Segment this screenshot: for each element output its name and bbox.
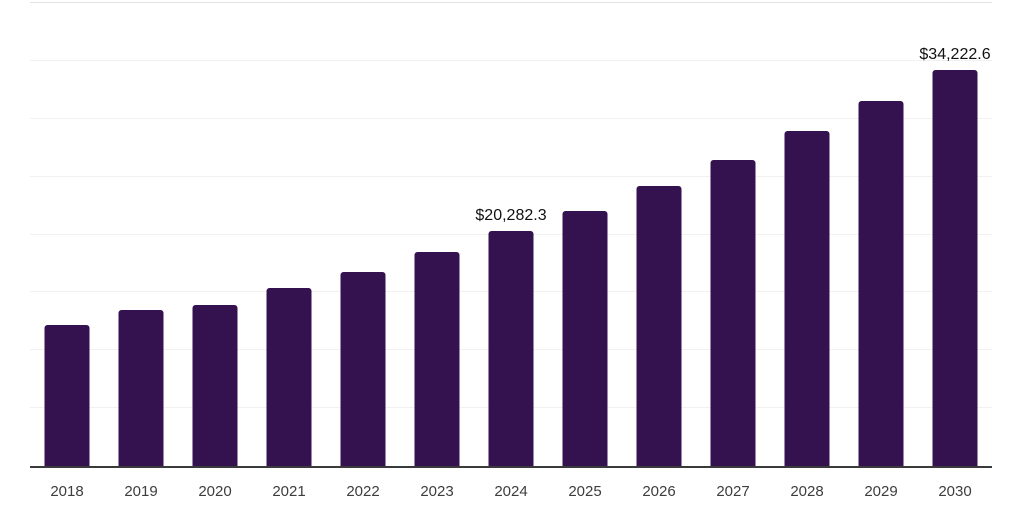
- x-axis-label-2024: 2024: [494, 483, 528, 500]
- bar-2020: [192, 305, 238, 466]
- x-axis-label-2026: 2026: [642, 483, 676, 500]
- bar-2025: [562, 211, 608, 466]
- plot-area: $20,282.3 $34,222.6: [30, 2, 992, 468]
- gridline-35000: [30, 59, 992, 61]
- bar-2024: [488, 231, 534, 466]
- bar-2029: [858, 101, 904, 466]
- x-axis-label-2021: 2021: [272, 483, 306, 500]
- bar-value-label-2030: $34,222.6: [919, 45, 991, 63]
- x-axis-label-2029: 2029: [864, 483, 898, 500]
- bar-2018: [44, 325, 90, 466]
- x-axis-label-2028: 2028: [790, 483, 824, 500]
- bar-2028: [784, 131, 830, 466]
- bar-2030: [932, 69, 978, 466]
- bar-2019: [118, 309, 164, 466]
- x-axis-label-2018: 2018: [50, 483, 84, 500]
- x-axis: 2018 2019 2020 2021 2022 2023 2024 2025 2026 2027…: [30, 482, 992, 502]
- x-axis-label-2027: 2027: [716, 483, 750, 500]
- x-axis-label-2025: 2025: [568, 483, 602, 500]
- x-axis-label-2030: 2030: [938, 483, 972, 500]
- x-axis-label-2023: 2023: [420, 483, 454, 500]
- x-axis-label-2022: 2022: [346, 483, 380, 500]
- gridline-25000: [30, 175, 992, 177]
- bar-value-label-2024: $20,282.3: [475, 207, 547, 225]
- x-axis-label-2020: 2020: [198, 483, 232, 500]
- bar-2022: [340, 271, 386, 466]
- bars-layer: $20,282.3 $34,222.6: [30, 3, 992, 466]
- bar-2021: [266, 288, 312, 466]
- bar-2027: [710, 159, 756, 466]
- x-axis-label-2019: 2019: [124, 483, 158, 500]
- bar-2023: [414, 252, 460, 466]
- bar-2026: [636, 185, 682, 466]
- gridline-30000: [30, 117, 992, 119]
